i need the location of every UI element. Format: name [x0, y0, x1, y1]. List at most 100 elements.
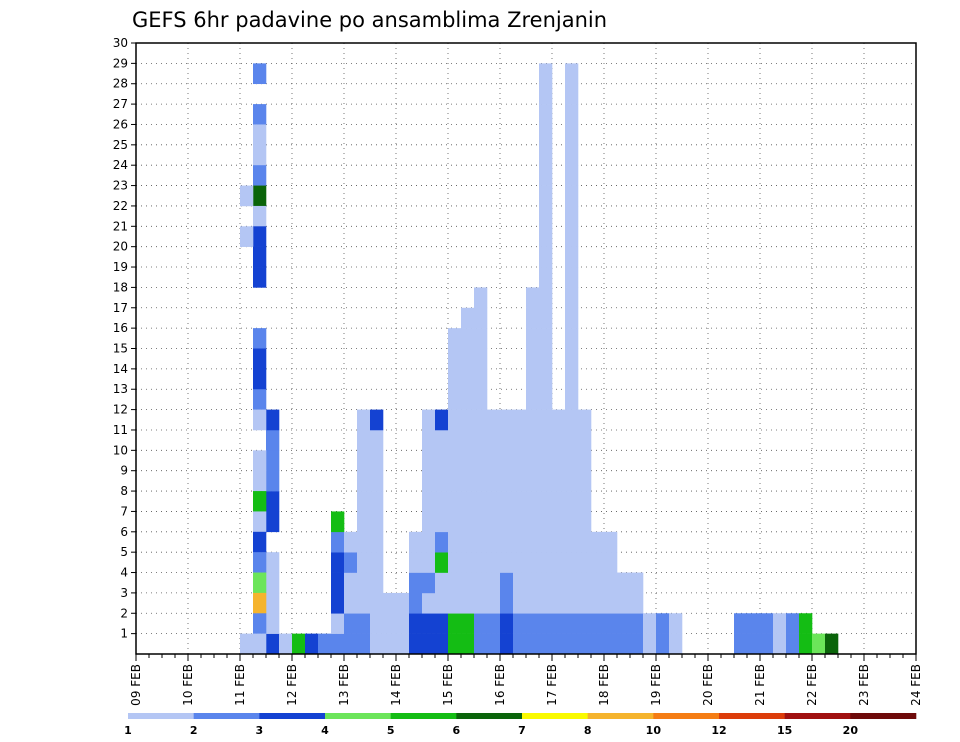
heatmap-cell — [526, 409, 540, 431]
heatmap-cell — [513, 450, 527, 471]
y-tick-label: 3 — [120, 586, 128, 600]
heatmap-cell — [474, 470, 488, 492]
x-tick-label: 09 FEB — [129, 664, 143, 706]
x-tick-label: 20 FEB — [701, 664, 715, 706]
heatmap-cell — [552, 429, 566, 451]
heatmap-cell — [565, 592, 579, 614]
heatmap-cell — [526, 429, 540, 451]
heatmap-cell — [617, 633, 631, 655]
heatmap-cell — [526, 613, 540, 634]
heatmap-cell — [617, 572, 631, 594]
heatmap-cell — [331, 613, 345, 634]
heatmap-cell — [409, 592, 423, 614]
heatmap-cell — [578, 613, 592, 634]
heatmap-cell — [539, 246, 553, 268]
heatmap-cell — [422, 613, 436, 634]
heatmap-cell — [240, 633, 254, 655]
y-tick-label: 27 — [113, 97, 128, 111]
heatmap-cell — [799, 633, 813, 655]
heatmap-cell — [370, 552, 384, 573]
heatmap-cell — [539, 83, 553, 105]
heatmap-cell — [370, 613, 384, 634]
y-tick-label: 13 — [113, 382, 128, 396]
heatmap-cell — [448, 592, 462, 614]
heatmap-cell — [370, 531, 384, 553]
heatmap-cell — [435, 552, 449, 573]
heatmap-cell — [253, 511, 267, 533]
heatmap-cell — [487, 491, 501, 512]
heatmap-cell — [500, 633, 514, 655]
color-legend: 1 2 3 4 5 6 7 8 10 12 15 20 — [124, 713, 917, 737]
heatmap-cell — [526, 287, 540, 309]
y-tick-label: 30 — [113, 36, 128, 50]
heatmap-cell — [513, 592, 527, 614]
heatmap-cell — [331, 531, 345, 553]
heatmap-cell — [474, 633, 488, 655]
heatmap-cell — [461, 552, 475, 573]
heatmap-cell — [474, 287, 488, 309]
legend-label: 5 — [387, 724, 395, 737]
heatmap-cell — [539, 470, 553, 492]
heatmap-cell — [357, 531, 371, 553]
heatmap-cell — [266, 633, 280, 655]
heatmap-cell — [526, 592, 540, 614]
heatmap-cell — [773, 633, 787, 655]
heatmap-cell — [474, 328, 488, 349]
heatmap-cell — [357, 470, 371, 492]
heatmap-cell — [253, 246, 267, 268]
heatmap-cell — [565, 104, 579, 125]
heatmap-cell — [526, 633, 540, 655]
heatmap-cell — [253, 226, 267, 247]
heatmap-cell — [578, 531, 592, 553]
heatmap-cell — [461, 531, 475, 553]
heatmap-cell — [604, 633, 618, 655]
heatmap-cell — [786, 633, 800, 655]
heatmap-cell — [565, 450, 579, 471]
heatmap-cell — [266, 470, 280, 492]
heatmap-cell — [448, 389, 462, 410]
heatmap-cell — [253, 592, 267, 614]
heatmap-cell — [409, 531, 423, 553]
heatmap-cell — [331, 592, 345, 614]
heatmap-cell — [435, 531, 449, 553]
heatmap-cell — [747, 613, 761, 634]
heatmap-cell — [487, 531, 501, 553]
y-tick-label: 17 — [113, 301, 128, 315]
legend-label: 8 — [584, 724, 592, 737]
x-axis-ticks: 09 FEB 10 FEB 11 FEB 12 FEB 13 FEB 14 FEB 15 F… — [129, 654, 923, 706]
heatmap-cell — [539, 124, 553, 146]
heatmap-cell — [487, 592, 501, 614]
heatmap-cell — [435, 592, 449, 614]
heatmap-cell — [526, 450, 540, 471]
heatmap-cell — [604, 552, 618, 573]
heatmap-cell — [578, 409, 592, 431]
heatmap-cell — [266, 552, 280, 573]
heatmap-cell — [396, 633, 410, 655]
heatmap-cell — [565, 267, 579, 288]
heatmap-cell — [552, 592, 566, 614]
heatmap-cell — [383, 633, 397, 655]
heatmap-cell — [539, 552, 553, 573]
heatmap-cell — [539, 63, 553, 85]
x-tick-label: 22 FEB — [805, 664, 819, 706]
heatmap-cell — [539, 531, 553, 553]
heatmap-cell — [422, 531, 436, 553]
heatmap-cell — [643, 633, 657, 655]
heatmap-cell — [786, 613, 800, 634]
heatmap-cell — [565, 328, 579, 349]
heatmap-cell — [526, 491, 540, 512]
x-tick-label: 15 FEB — [441, 664, 455, 706]
heatmap-cell — [539, 165, 553, 186]
chart-title: GEFS 6hr padavine po ansamblima Zrenjani… — [132, 8, 607, 32]
y-tick-label: 29 — [113, 56, 128, 70]
heatmap-cell — [253, 267, 267, 288]
heatmap-cell — [370, 450, 384, 471]
heatmap-cell — [565, 511, 579, 533]
heatmap-cell — [526, 389, 540, 410]
heatmap-cell — [448, 348, 462, 370]
heatmap-cell — [552, 491, 566, 512]
heatmap-cell — [331, 552, 345, 573]
heatmap-cell — [513, 429, 527, 451]
heatmap-cell — [539, 633, 553, 655]
heatmap-cell — [253, 124, 267, 146]
